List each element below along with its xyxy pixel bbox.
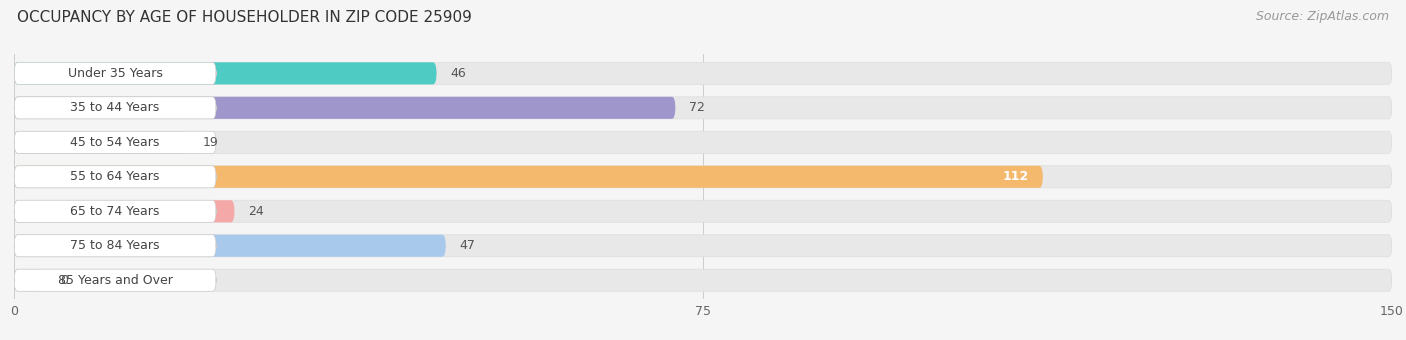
Text: 35 to 44 Years: 35 to 44 Years <box>70 101 160 114</box>
FancyBboxPatch shape <box>14 269 42 291</box>
Text: 45 to 54 Years: 45 to 54 Years <box>70 136 160 149</box>
Text: 112: 112 <box>1002 170 1029 183</box>
FancyBboxPatch shape <box>14 131 1392 153</box>
Text: 47: 47 <box>460 239 475 252</box>
FancyBboxPatch shape <box>14 200 235 222</box>
FancyBboxPatch shape <box>14 235 217 257</box>
Text: 19: 19 <box>202 136 218 149</box>
FancyBboxPatch shape <box>14 62 1392 84</box>
FancyBboxPatch shape <box>14 131 217 153</box>
Text: 55 to 64 Years: 55 to 64 Years <box>70 170 160 183</box>
Text: Under 35 Years: Under 35 Years <box>67 67 163 80</box>
Text: OCCUPANCY BY AGE OF HOUSEHOLDER IN ZIP CODE 25909: OCCUPANCY BY AGE OF HOUSEHOLDER IN ZIP C… <box>17 10 472 25</box>
FancyBboxPatch shape <box>14 97 1392 119</box>
FancyBboxPatch shape <box>14 166 1392 188</box>
FancyBboxPatch shape <box>14 62 217 84</box>
FancyBboxPatch shape <box>14 166 1043 188</box>
FancyBboxPatch shape <box>14 200 1392 222</box>
FancyBboxPatch shape <box>14 166 217 188</box>
Text: Source: ZipAtlas.com: Source: ZipAtlas.com <box>1256 10 1389 23</box>
FancyBboxPatch shape <box>14 269 217 291</box>
FancyBboxPatch shape <box>14 235 446 257</box>
FancyBboxPatch shape <box>14 97 217 119</box>
Text: 46: 46 <box>450 67 467 80</box>
Text: 75 to 84 Years: 75 to 84 Years <box>70 239 160 252</box>
Text: 72: 72 <box>689 101 704 114</box>
FancyBboxPatch shape <box>14 269 1392 291</box>
Text: 65 to 74 Years: 65 to 74 Years <box>70 205 160 218</box>
Text: 85 Years and Over: 85 Years and Over <box>58 274 173 287</box>
FancyBboxPatch shape <box>14 200 217 222</box>
FancyBboxPatch shape <box>14 62 437 84</box>
Text: 0: 0 <box>60 274 67 287</box>
FancyBboxPatch shape <box>14 97 675 119</box>
Text: 24: 24 <box>249 205 264 218</box>
FancyBboxPatch shape <box>14 131 188 153</box>
FancyBboxPatch shape <box>14 235 1392 257</box>
